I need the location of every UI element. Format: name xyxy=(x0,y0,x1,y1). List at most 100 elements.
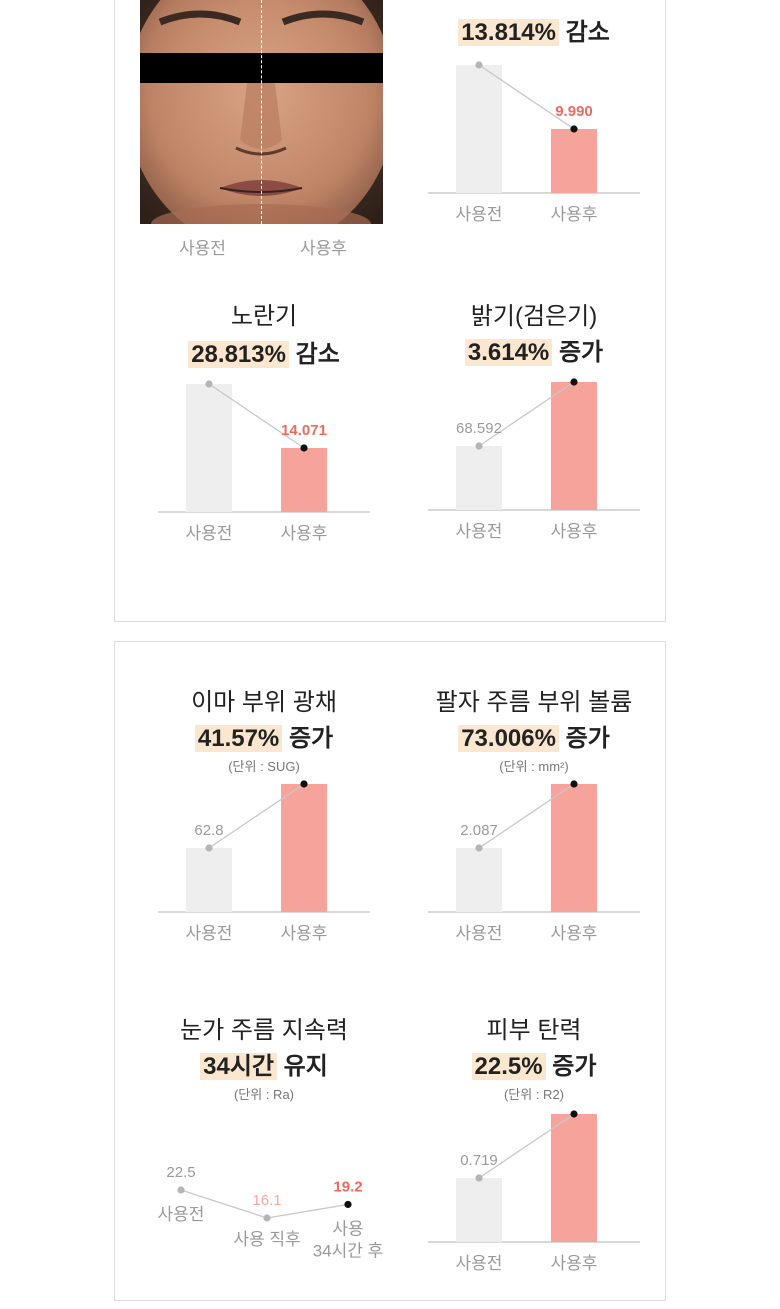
chart-title: 눈가 주름 지속력 xyxy=(180,1017,348,1044)
highlight-value: 41.57% xyxy=(194,725,283,752)
value-label-after: 0.795 xyxy=(555,1104,593,1105)
chart-headline: 28.813% 감소 xyxy=(150,334,378,369)
category-label: 사용후 xyxy=(551,205,598,224)
highlight-value: 13.814% xyxy=(458,19,559,46)
bar-before xyxy=(186,848,232,912)
chart-skin-elasticity: 피부 탄력 22.5% 증가 (단위 : R2) 0.719 0.795 사용전 사용… xyxy=(420,1010,648,1300)
category-label: 사용후 xyxy=(281,924,328,943)
headline-suffix: 증가 xyxy=(558,339,604,366)
trend-line xyxy=(478,783,575,849)
chart-nasolabial-volume: 팔자 주름 부위 볼륨 73.006% 증가 (단위 : mm²) 2.087 3… xyxy=(420,682,648,982)
headline-suffix: 유지 xyxy=(283,1053,328,1080)
trend-line xyxy=(180,1189,268,1219)
point-after xyxy=(300,780,308,788)
bar-plot: 68.592 71.071 사용전 사용후 xyxy=(428,372,640,541)
category-label: 사용전 xyxy=(456,1254,503,1273)
headline-suffix: 감소 xyxy=(295,341,340,368)
bar-plot: 2.087 3.611 사용전 사용후 xyxy=(428,774,640,943)
chart-headline: 34시간 유지 xyxy=(150,1046,378,1081)
highlight-value: 22.5% xyxy=(471,1053,546,1080)
chart-headline: 3.614% 증가 xyxy=(420,332,648,367)
value-label-2: 19.2 xyxy=(333,1178,362,1195)
bar-plot: 19.766 14.071 사용전 사용후 xyxy=(158,374,370,543)
chart-headline: 22.5% 증가 xyxy=(420,1046,648,1081)
bar-plot: 11.591 9.990 사용전 사용후 xyxy=(428,55,640,224)
chart-title: 팔자 주름 부위 볼륨 xyxy=(435,689,633,716)
chart-title: 이마 부위 광채 xyxy=(191,689,337,716)
bar-after xyxy=(281,784,327,912)
headline-suffix: 증가 xyxy=(565,725,610,752)
value-label-before: 0.719 xyxy=(460,1152,498,1169)
trend-line xyxy=(478,381,575,447)
chart-eye-wrinkle-duration: 눈가 주름 지속력 34시간 유지 (단위 : Ra) 22.5 사용전 16.1 사… xyxy=(150,1010,398,1260)
value-label-after: 14.071 xyxy=(281,422,327,439)
bar-after xyxy=(551,382,597,510)
category-label: 사용전 xyxy=(456,205,503,224)
bar-before xyxy=(186,384,232,512)
value-label-before: 2.087 xyxy=(460,822,498,839)
headline-suffix: 감소 xyxy=(565,19,610,46)
trend-line xyxy=(478,1113,575,1179)
category-label: 사용전 xyxy=(456,924,503,943)
category-label-2: 사용 xyxy=(332,1219,363,1238)
split-dashed-line xyxy=(261,0,262,224)
bar-after xyxy=(551,784,597,912)
category-label-2: 34시간 후 xyxy=(313,1241,384,1260)
photo-label-after: 사용후 xyxy=(300,239,347,258)
point-after xyxy=(570,125,578,133)
point-before xyxy=(475,1174,483,1182)
chart-title: 밝기(검은기) xyxy=(470,303,598,330)
bar-before xyxy=(456,1178,502,1242)
line-plot: 22.5 사용전 16.1 사용 직후 19.2 사용 34시간 후 xyxy=(158,1164,384,1260)
point-before xyxy=(475,61,483,69)
chart-unit: (단위 : SUG) xyxy=(228,759,300,774)
category-label: 사용전 xyxy=(186,524,233,543)
value-label-1: 16.1 xyxy=(252,1192,281,1209)
bar-after xyxy=(281,448,327,512)
chart-title: 노란기 xyxy=(230,303,298,330)
category-label: 사용후 xyxy=(551,924,598,943)
category-label: 사용후 xyxy=(281,524,328,543)
category-label-1: 사용 직후 xyxy=(233,1230,300,1249)
point-after xyxy=(570,1110,578,1118)
bar-before xyxy=(456,65,502,193)
face-comparison-photo xyxy=(140,0,383,224)
bar-plot: 0.719 0.795 사용전 사용후 xyxy=(428,1104,640,1273)
highlight-value: 3.614% xyxy=(464,339,553,366)
headline-suffix: 증가 xyxy=(288,725,334,752)
value-label-after: 9.990 xyxy=(555,103,593,120)
chart-redness: 13.814% 감소 11.591 9.990 사용전 사용후 xyxy=(420,0,648,260)
point-before xyxy=(475,844,483,852)
highlight-value: 34시간 xyxy=(200,1053,277,1080)
chart-unit: (단위 : mm²) xyxy=(499,759,569,774)
chart-headline: 41.57% 증가 xyxy=(150,718,378,753)
point-after xyxy=(570,780,578,788)
bar-after xyxy=(551,129,597,193)
value-label-before: 62.8 xyxy=(194,822,223,839)
value-label-after: 3.611 xyxy=(556,774,593,775)
trend-line xyxy=(208,783,305,849)
headline-suffix: 증가 xyxy=(552,1053,597,1080)
point-0 xyxy=(177,1186,185,1194)
category-label: 사용전 xyxy=(456,522,503,541)
value-label-after: 88.9 xyxy=(289,774,318,775)
point-after xyxy=(300,444,308,452)
category-label: 사용후 xyxy=(551,1254,598,1273)
photo-label-before: 사용전 xyxy=(179,239,226,258)
trend-line xyxy=(266,1203,349,1219)
chart-forehead-radiance: 이마 부위 광채 41.57% 증가 (단위 : SUG) 62.8 88.9 사용… xyxy=(150,682,378,982)
point-before xyxy=(475,442,483,450)
bar-before xyxy=(456,446,502,510)
category-label-0: 사용전 xyxy=(158,1205,205,1224)
value-label-0: 22.5 xyxy=(166,1164,195,1181)
chart-headline: 73.006% 증가 xyxy=(420,718,648,753)
point-1 xyxy=(263,1214,271,1222)
point-before xyxy=(205,380,213,388)
value-label-before: 68.592 xyxy=(456,420,502,437)
chart-unit: (단위 : Ra) xyxy=(233,1087,295,1102)
value-label-before: 11.591 xyxy=(457,55,502,56)
category-label: 사용전 xyxy=(186,924,233,943)
point-before xyxy=(205,844,213,852)
chart-brightness: 밝기(검은기) 3.614% 증가 68.592 71.071 사용전 사용후 xyxy=(420,296,648,586)
category-label: 사용후 xyxy=(551,522,598,541)
